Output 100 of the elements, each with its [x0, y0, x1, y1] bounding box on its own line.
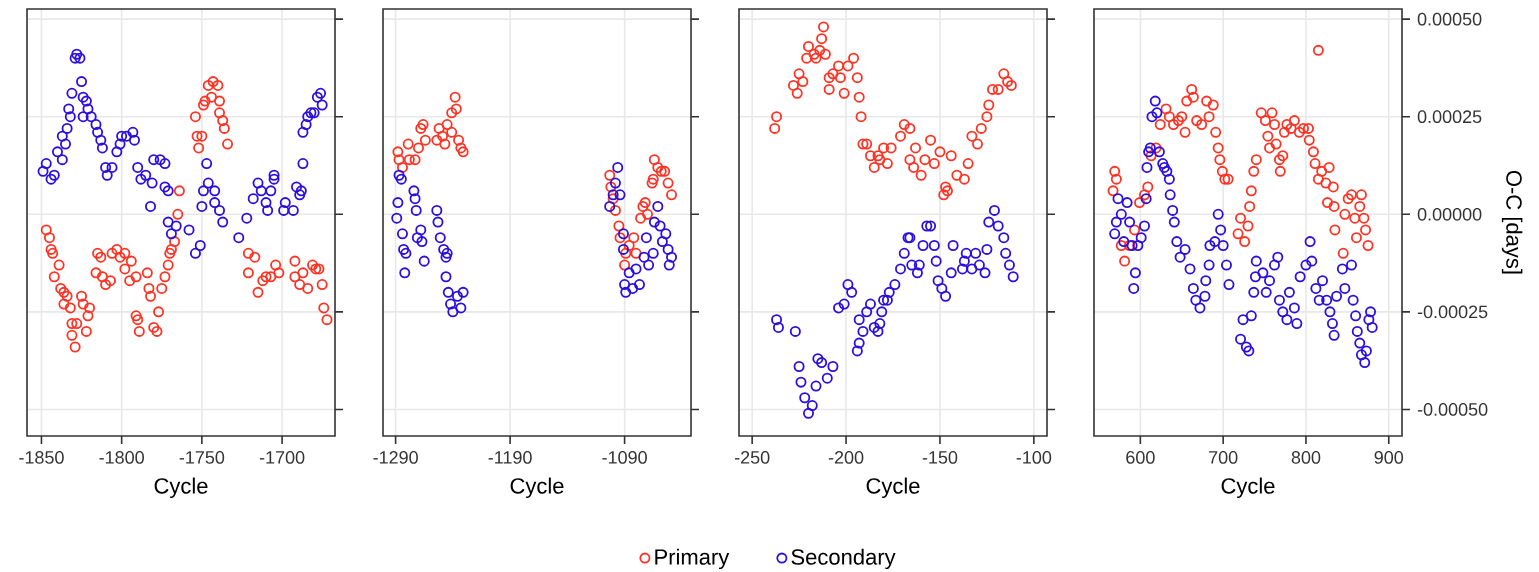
point — [393, 169, 405, 181]
point — [635, 212, 647, 224]
point — [419, 134, 431, 146]
point — [409, 193, 421, 205]
x-axis-title: Cycle — [866, 477, 920, 499]
point — [666, 189, 678, 201]
point — [398, 243, 410, 255]
point — [408, 185, 420, 197]
point — [433, 122, 445, 134]
point — [620, 247, 632, 259]
point — [633, 279, 645, 291]
x-tick-label: -1290 — [373, 451, 418, 464]
y-tick-label: 0.00050 — [1417, 12, 1482, 26]
y-axis-title: O-C [days] — [1501, 170, 1523, 274]
point — [630, 247, 642, 259]
point — [437, 130, 449, 142]
point — [646, 177, 658, 189]
point — [662, 177, 674, 189]
point — [623, 240, 635, 252]
x-tick-label: -1090 — [602, 451, 647, 464]
point — [457, 286, 469, 298]
y-tick-label: 0.00000 — [1417, 207, 1482, 221]
point — [396, 228, 408, 240]
point — [628, 232, 640, 244]
point — [604, 169, 616, 181]
y-tick-label: 0.00025 — [1417, 110, 1482, 124]
point — [609, 204, 621, 216]
point — [613, 220, 625, 232]
point — [604, 200, 616, 212]
point — [654, 220, 666, 232]
point — [656, 236, 668, 248]
point — [607, 193, 619, 205]
point — [440, 251, 452, 263]
point — [455, 302, 467, 314]
point — [652, 200, 664, 212]
point — [434, 232, 446, 244]
point — [648, 154, 660, 166]
point — [638, 251, 650, 263]
x-tick-label: -1800 — [99, 451, 144, 464]
point — [418, 255, 430, 267]
x-tick-label: 800 — [1291, 451, 1321, 464]
point — [413, 142, 424, 154]
point — [659, 165, 671, 177]
point — [457, 146, 469, 158]
x-axis-title: Cycle — [510, 477, 564, 499]
point — [399, 267, 411, 279]
x-tick-label: -1750 — [179, 451, 225, 464]
x-axis-title: Cycle — [1221, 477, 1275, 499]
point — [395, 173, 407, 185]
x-tick-label: 700 — [1209, 451, 1238, 464]
x-tick-label: -1190 — [488, 451, 532, 464]
point — [440, 271, 452, 283]
point — [431, 204, 443, 216]
point — [451, 290, 463, 302]
point — [439, 138, 451, 150]
point — [455, 142, 467, 154]
point — [396, 161, 408, 173]
point — [415, 224, 427, 236]
point — [614, 189, 626, 201]
point — [410, 204, 422, 216]
point — [431, 134, 443, 146]
point — [612, 161, 624, 173]
point — [438, 243, 450, 255]
point — [619, 259, 631, 271]
point — [607, 189, 619, 201]
point — [449, 91, 461, 103]
point — [391, 212, 403, 224]
x-axis-title: Cycle — [154, 477, 208, 499]
point — [655, 165, 667, 177]
x-tick-label: 600 — [1126, 451, 1155, 464]
point — [392, 197, 404, 209]
point — [647, 247, 659, 259]
point — [400, 247, 412, 259]
point — [617, 243, 629, 255]
point — [445, 298, 457, 310]
point — [411, 232, 423, 244]
legend-label: Secondary — [791, 548, 896, 570]
point — [446, 107, 458, 119]
x-tick-label: -200 — [828, 451, 864, 464]
point — [409, 154, 421, 166]
point — [403, 154, 415, 166]
legend-label: Primary — [655, 548, 730, 570]
point — [441, 247, 453, 259]
y-tick-label: -0.00050 — [1417, 403, 1488, 416]
point — [614, 232, 626, 244]
point — [660, 228, 672, 240]
x-tick-label: -250 — [734, 451, 770, 464]
point — [640, 232, 652, 244]
point — [620, 286, 632, 298]
point — [393, 154, 405, 166]
point — [662, 243, 674, 255]
y-tick-label: -0.00025 — [1417, 305, 1488, 319]
point — [441, 119, 453, 131]
point — [642, 208, 653, 220]
x-tick-label: -1850 — [19, 451, 64, 464]
point — [402, 138, 414, 150]
point — [617, 228, 629, 240]
x-tick-label: 900 — [1374, 451, 1404, 464]
point — [442, 286, 454, 298]
point — [609, 177, 621, 189]
